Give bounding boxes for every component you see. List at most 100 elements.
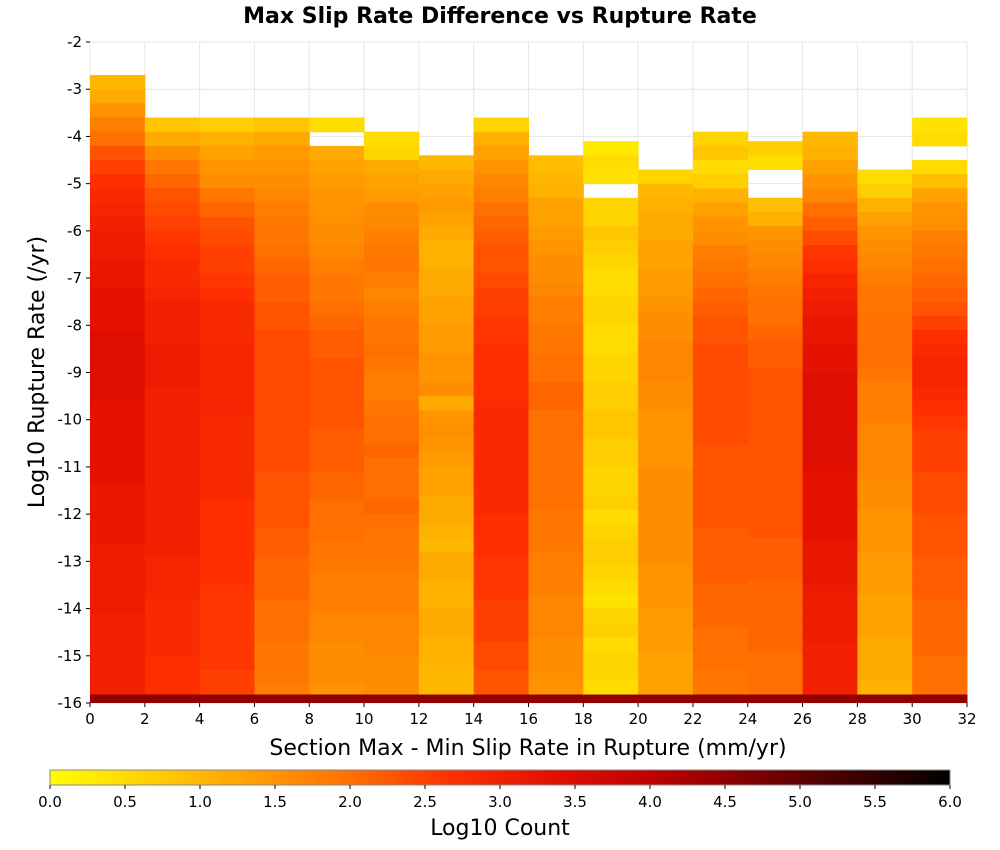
heatmap-cell — [309, 570, 365, 586]
heatmap-cell — [254, 556, 310, 572]
heatmap-cell — [309, 514, 365, 529]
heatmap-cell — [199, 315, 255, 331]
heatmap-cell — [90, 400, 146, 416]
x-axis-label: Section Max - Min Slip Rate in Rupture (… — [269, 736, 786, 761]
heatmap-cell — [528, 282, 584, 298]
heatmap-cell — [364, 669, 420, 685]
heatmap-cell — [583, 537, 639, 553]
heatmap-cell — [199, 528, 255, 543]
heatmap-cell — [857, 296, 913, 312]
heatmap-cell — [418, 424, 475, 440]
heatmap-cell — [199, 485, 255, 501]
heatmap-cell — [90, 613, 146, 628]
heatmap-cell — [857, 325, 913, 340]
heatmap-cell — [199, 344, 255, 359]
heatmap-cell — [692, 273, 749, 289]
heatmap-cell — [90, 287, 146, 303]
heatmap-cell — [144, 358, 201, 373]
colorbar-tick-label: 2.5 — [413, 793, 437, 811]
heatmap-cell — [802, 528, 858, 543]
heatmap-cell — [473, 145, 529, 161]
heatmap-cell — [857, 311, 913, 326]
heatmap-cell — [254, 202, 310, 218]
heatmap-cell — [473, 471, 529, 487]
heatmap-cell — [254, 641, 310, 657]
heatmap-cell-bottom — [583, 694, 639, 703]
heatmap-cell — [638, 495, 694, 510]
heatmap-cell — [90, 259, 146, 274]
heatmap-cell — [692, 315, 749, 331]
heatmap-cell — [638, 481, 694, 496]
heatmap-cell — [473, 202, 529, 218]
colorbar-tick-label: 3.5 — [563, 793, 587, 811]
y-tick-label: -10 — [58, 411, 83, 429]
heatmap-cell — [583, 282, 639, 298]
heatmap-cell — [692, 259, 749, 274]
heatmap-cell — [857, 240, 913, 255]
heatmap-cell — [418, 254, 475, 270]
heatmap-cell — [418, 594, 475, 610]
heatmap-cell — [144, 655, 201, 671]
heatmap-cell — [912, 485, 968, 501]
heatmap-cell — [254, 499, 310, 515]
heatmap-cell — [364, 471, 420, 487]
heatmap-cell — [802, 174, 858, 189]
y-tick-label: -12 — [58, 505, 83, 523]
heatmap-cell — [199, 584, 255, 600]
heatmap-cell — [857, 509, 913, 525]
heatmap-cell — [528, 155, 584, 170]
heatmap-cell — [199, 655, 255, 671]
heatmap-cell — [802, 669, 858, 685]
heatmap-cell — [638, 566, 694, 581]
heatmap-cell — [473, 245, 529, 260]
heatmap-cell — [912, 641, 968, 657]
heatmap-cell-bottom — [528, 694, 584, 703]
heatmap-cell — [473, 485, 529, 501]
heatmap-cell — [473, 386, 529, 402]
heatmap-cell — [802, 599, 858, 614]
x-tick-label: 2 — [140, 710, 150, 728]
heatmap-cell — [90, 160, 146, 175]
heatmap-cell — [747, 523, 804, 539]
heatmap-cell — [254, 599, 310, 614]
x-tick-label: 26 — [793, 710, 812, 728]
heatmap-cell — [912, 160, 968, 175]
heatmap-cell — [144, 641, 201, 657]
heatmap-cell — [144, 570, 201, 586]
heatmap-cell — [144, 556, 201, 572]
heatmap-cell — [418, 169, 475, 185]
heatmap-cell — [90, 655, 146, 671]
heatmap-cell — [528, 665, 584, 680]
heatmap-cell — [802, 443, 858, 458]
x-tick-label: 0 — [85, 710, 95, 728]
heatmap-cell — [418, 396, 475, 411]
heatmap-cell — [90, 684, 146, 696]
heatmap-cell — [747, 693, 804, 696]
heatmap-cell — [912, 613, 968, 628]
heatmap-cell — [199, 400, 255, 416]
heatmap-cell — [747, 325, 804, 340]
y-tick-label: -4 — [67, 127, 82, 145]
y-tick-label: -13 — [58, 552, 83, 570]
heatmap-cell — [254, 358, 310, 373]
heatmap-cell — [309, 414, 365, 430]
heatmap-cell — [309, 457, 365, 473]
heatmap-cell — [364, 613, 420, 628]
x-tick-label: 14 — [464, 710, 483, 728]
heatmap-cell — [144, 669, 201, 685]
heatmap-cell — [583, 693, 639, 696]
heatmap-cell — [254, 245, 310, 260]
heatmap-cell — [199, 273, 255, 289]
heatmap-cell — [90, 230, 146, 246]
heatmap-cell — [90, 542, 146, 558]
heatmap-cell — [583, 665, 639, 680]
heatmap-cell — [364, 259, 420, 274]
heatmap-cell — [747, 424, 804, 440]
heatmap-cell — [473, 301, 529, 317]
x-tick-label: 16 — [519, 710, 538, 728]
heatmap-cell — [418, 665, 475, 680]
heatmap-cell — [802, 131, 858, 147]
heatmap-cell — [309, 542, 365, 558]
heatmap-cell — [199, 471, 255, 487]
heatmap-cell — [144, 485, 201, 501]
